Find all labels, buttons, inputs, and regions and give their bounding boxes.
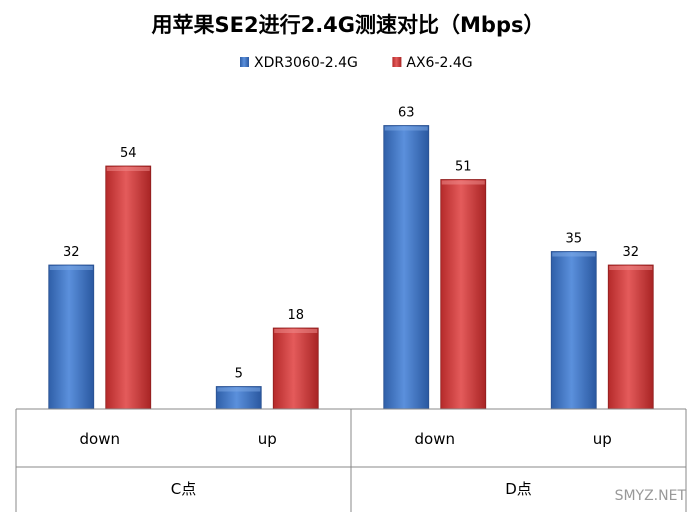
data-label-0-1: 54 [120, 146, 137, 161]
legend-label-0: XDR3060-2.4G [254, 55, 358, 71]
bar-3-1 [607, 264, 654, 410]
category-label-0: down [80, 430, 120, 448]
data-label-1-0: 5 [235, 367, 243, 382]
data-label-2-0: 63 [398, 106, 415, 121]
category-axis: down up C点 down up D点 [15, 408, 687, 512]
legend-swatch-0 [240, 57, 249, 67]
legend: XDR3060-2.4G AX6-2.4G [240, 55, 473, 71]
group-label-0: C点 [171, 480, 196, 498]
bar-0-0 [48, 264, 95, 410]
bar-top-0-0 [49, 266, 93, 270]
category-label-3: up [593, 430, 612, 448]
data-label-0-0: 32 [63, 245, 80, 260]
group-label-1: D点 [505, 480, 532, 498]
data-labels-group: 32 54 5 18 63 51 35 32 [63, 106, 639, 382]
data-label-3-1: 32 [622, 245, 639, 260]
bar-top-0-1 [106, 167, 150, 171]
bar-top-2-1 [441, 180, 485, 185]
bar-2-1 [440, 179, 487, 410]
chart-title: 用苹果SE2进行2.4G测速对比（Mbps） [152, 13, 545, 37]
data-label-1-1: 18 [287, 308, 304, 323]
bar-top-3-0 [552, 252, 596, 257]
watermark-text: SMYZ.NET [615, 488, 687, 504]
bar-1-1 [272, 327, 319, 410]
bar-3-0 [550, 251, 597, 410]
bar-top-3-1 [609, 266, 653, 270]
data-label-2-1: 51 [455, 160, 472, 175]
bars-group [48, 125, 654, 410]
bar-top-1-1 [274, 329, 318, 333]
legend-label-1: AX6-2.4G [406, 55, 472, 71]
category-label-1: up [258, 430, 277, 448]
legend-swatch-1 [392, 57, 402, 67]
category-label-2: down [415, 430, 455, 448]
bar-top-1-0 [217, 387, 261, 392]
bar-2-0 [383, 125, 430, 410]
data-label-3-0: 35 [565, 232, 582, 247]
bar-0-1 [105, 165, 152, 410]
bar-top-2-0 [384, 126, 428, 131]
